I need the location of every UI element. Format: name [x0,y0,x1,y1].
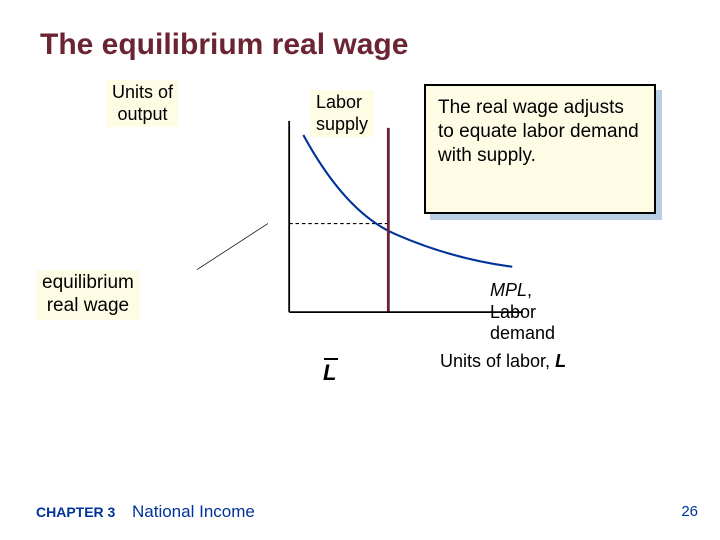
x-axis-L: L [555,351,566,371]
pointer-line [197,224,268,270]
demand-curve [303,135,512,267]
footer-title: National Income [132,502,255,522]
eq-line1: equilibrium [42,272,134,293]
footer-chapter: CHAPTER 3 [36,504,115,520]
slide-title: The equilibrium real wage [40,28,408,62]
y-axis-label: Units of output [106,80,179,127]
equilibrium-label: equilibrium real wage [36,270,140,320]
y-axis-label-line2: output [117,104,167,124]
eq-line2: real wage [47,295,129,316]
page-number: 26 [681,503,698,520]
lbar-symbol: L [323,360,336,386]
chart-svg [190,80,530,360]
y-axis-label-line1: Units of [112,82,173,102]
